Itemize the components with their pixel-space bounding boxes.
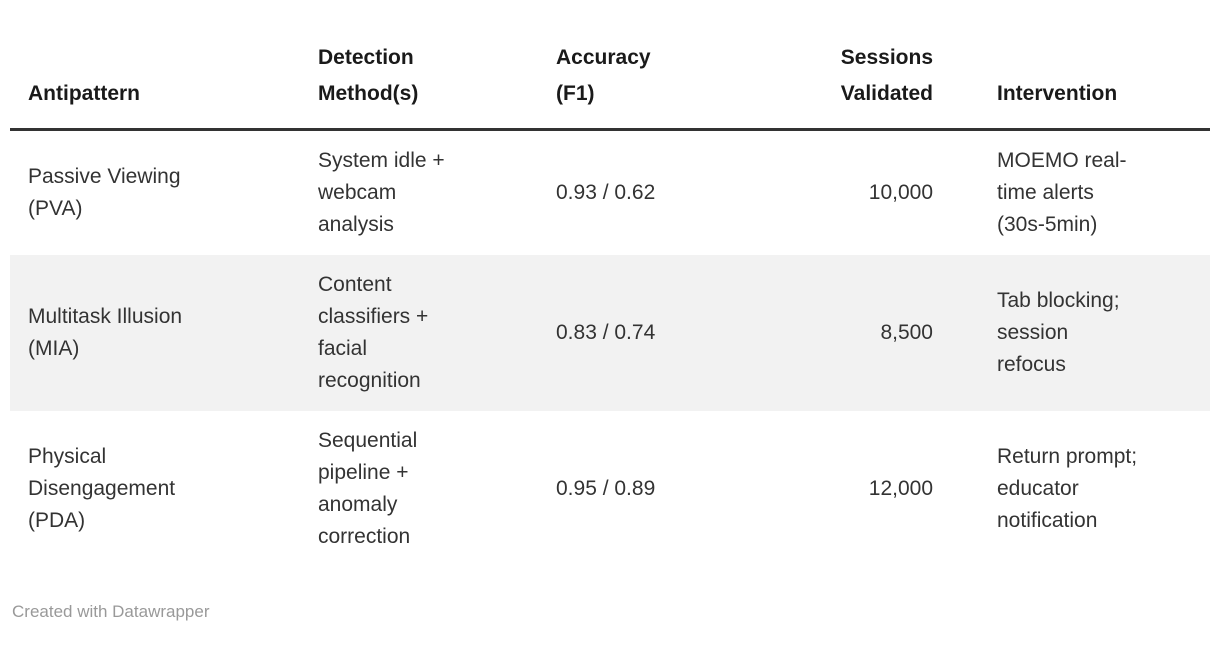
cell-sessions: 12,000 (868, 477, 933, 500)
cell-detection-method: Content classifiers + facial recognition (300, 255, 538, 411)
column-header-sessions-validated: Sessions Validated (735, 40, 951, 131)
cell-detection-method: System idle + webcam analysis (318, 149, 445, 236)
cell-intervention: Tab blocking; session refocus (951, 255, 1210, 411)
column-header-antipattern: Antipattern (10, 40, 300, 131)
column-header-intervention: Intervention (951, 40, 1210, 131)
cell-sessions: 10,000 (868, 181, 933, 204)
header-row: Antipattern Detection Method(s) Accuracy… (10, 40, 1210, 131)
cell-antipattern: Physical Disengagement (PDA) (28, 445, 176, 532)
table-row-passive-viewing: Passive Viewing (PVA) System idle + webc… (10, 130, 1210, 256)
column-header-detection-method: Detection Method(s) (300, 40, 538, 131)
cell-antipattern: Passive Viewing (PVA) (28, 165, 181, 220)
cell-intervention: MOEMO real- time alerts (30s-5min) (997, 149, 1127, 236)
cell-accuracy: 0.93 / 0.62 (556, 181, 656, 204)
table-row-multitask-illusion: Multitask Illusion (MIA) Content classif… (10, 255, 1210, 411)
cell-intervention: Return prompt; educator notification (997, 445, 1138, 532)
cell-sessions: 8,500 (735, 255, 951, 411)
table-row-physical-disengagement: Physical Disengagement (PDA) Sequential … (10, 411, 1210, 567)
cell-accuracy: 0.95 / 0.89 (556, 477, 656, 500)
cell-antipattern: Multitask Illusion (MIA) (10, 255, 300, 411)
cell-accuracy: 0.83 / 0.74 (538, 255, 735, 411)
datawrapper-attribution-link[interactable]: Created with Datawrapper (12, 602, 210, 621)
cell-detection-method: Sequential pipeline + anomaly correction (318, 429, 418, 548)
antipatterns-table: Antipattern Detection Method(s) Accuracy… (10, 40, 1210, 567)
column-header-accuracy-f1: Accuracy (F1) (538, 40, 735, 131)
